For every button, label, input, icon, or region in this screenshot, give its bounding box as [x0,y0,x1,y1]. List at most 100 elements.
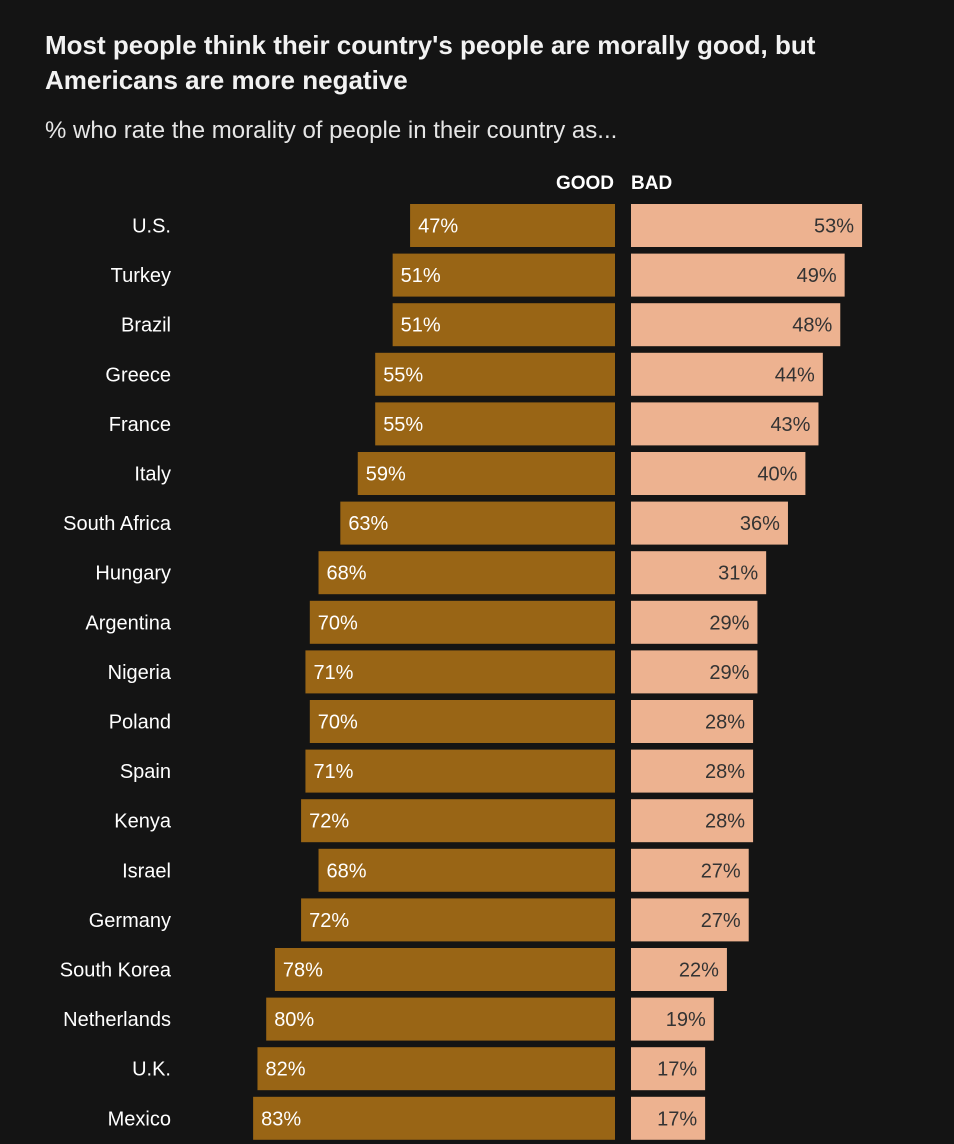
bad-bar [631,848,749,892]
good-value-label: 80% [274,1009,314,1031]
category-label: Israel [122,860,171,882]
good-value-label: 55% [383,364,423,386]
row-italy: Italy 59% 40% [134,452,806,495]
bad-value-label: 28% [705,712,745,734]
bad-bar [631,1047,706,1091]
good-value-label: 68% [327,860,367,882]
row-poland: Poland 70% 28% [109,700,754,743]
good-bar [375,402,615,446]
good-bar [318,848,615,892]
bad-value-label: 27% [701,860,741,882]
row-netherlands: Netherlands 80% 19% [63,997,714,1041]
row-u-s: U.S. 47% 53% [132,204,863,247]
bad-value-label: 44% [775,364,815,386]
good-value-label: 47% [418,216,458,238]
bad-value-label: 43% [770,414,810,436]
bad-bar [631,700,754,743]
bad-column-header: BAD [631,173,672,194]
bad-value-label: 17% [657,1059,697,1081]
bad-value-label: 53% [814,216,854,238]
row-u-k: U.K. 82% 17% [132,1047,706,1091]
bad-bar [631,402,819,446]
bad-value-label: 36% [740,513,780,535]
row-turkey: Turkey 51% 49% [111,253,845,297]
bad-bar [631,253,845,297]
good-value-label: 59% [366,464,406,486]
good-bar [392,303,615,347]
chart-subtitle: % who rate the morality of people in the… [45,117,618,144]
chart-title: Most people think their country's people… [45,30,816,95]
row-brazil: Brazil 51% 48% [121,303,841,347]
good-bar [340,501,615,545]
bad-bar [631,303,841,347]
category-label: Mexico [108,1108,171,1130]
row-kenya: Kenya 72% 28% [114,799,754,843]
bad-value-label: 29% [709,612,749,634]
category-label: Germany [89,910,171,932]
category-label: Brazil [121,315,171,337]
category-label: South Africa [63,513,172,535]
row-south-korea: South Korea 78% 22% [60,948,727,991]
good-value-label: 82% [265,1059,305,1081]
bad-bar [631,600,758,644]
good-bar [257,1047,615,1091]
good-value-label: 72% [309,811,349,833]
bad-bar [631,551,767,595]
good-value-label: 55% [383,414,423,436]
bad-bar [631,997,714,1041]
bad-bar [631,452,806,495]
good-bar [309,700,615,743]
bad-bar [631,352,823,396]
bad-bar [631,204,863,247]
category-label: Poland [109,712,171,734]
row-south-africa: South Africa 63% 36% [63,501,788,545]
bad-value-label: 19% [666,1009,706,1031]
category-label: South Korea [60,960,172,982]
category-label: Italy [134,464,171,486]
good-value-label: 71% [313,662,353,684]
category-label: France [109,414,171,436]
bad-bar [631,948,727,991]
row-hungary: Hungary 68% 31% [95,551,767,595]
row-mexico: Mexico 83% 17% [108,1096,706,1140]
good-column-header: GOOD [556,173,614,194]
category-label: Greece [105,364,171,386]
bad-value-label: 40% [757,464,797,486]
category-label: U.K. [132,1059,171,1081]
category-label: Spain [120,761,171,783]
row-greece: Greece 55% 44% [105,352,823,396]
bad-value-label: 49% [797,265,837,287]
good-bar [309,600,615,644]
bad-value-label: 22% [679,960,719,982]
good-value-label: 63% [348,513,388,535]
row-germany: Germany 72% 27% [89,898,749,942]
bad-bar [631,1096,706,1140]
good-value-label: 68% [327,563,367,585]
bad-bar [631,749,754,793]
bad-value-label: 17% [657,1108,697,1130]
category-label: U.S. [132,216,171,238]
category-label: Kenya [114,811,172,833]
good-bar [305,749,615,793]
bad-bar [631,650,758,694]
row-israel: Israel 68% 27% [122,848,749,892]
bad-value-label: 28% [705,811,745,833]
good-bar [301,799,615,843]
row-spain: Spain 71% 28% [120,749,754,793]
good-value-label: 70% [318,712,358,734]
good-bar [375,352,615,396]
row-france: France 55% 43% [109,402,819,446]
bad-value-label: 31% [718,563,758,585]
good-bar [253,1096,615,1140]
category-label: Turkey [111,265,171,287]
good-value-label: 51% [401,265,441,287]
bad-value-label: 48% [792,315,832,337]
good-value-label: 70% [318,612,358,634]
good-bar [318,551,615,595]
chart-rows: U.S. 47% 53% Turkey 51% 49% Brazil 51% 48% Greece… [60,204,863,1140]
good-value-label: 78% [283,960,323,982]
category-label: Argentina [85,612,171,634]
category-label: Nigeria [108,662,172,684]
bad-value-label: 27% [701,910,741,932]
